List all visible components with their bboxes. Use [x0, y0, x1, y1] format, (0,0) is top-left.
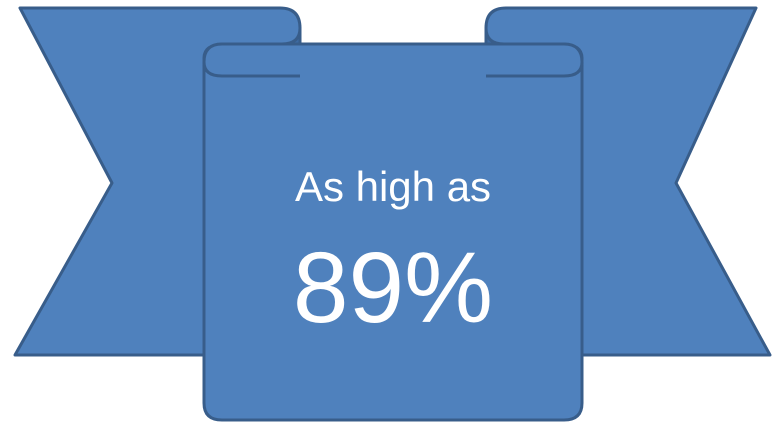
banner-subtitle: As high as	[295, 163, 491, 210]
ribbon-right-curl	[486, 61, 584, 78]
ribbon-center-panel	[202, 42, 584, 422]
ribbon-left-curl	[202, 61, 300, 78]
banner-value: 89%	[293, 232, 493, 344]
